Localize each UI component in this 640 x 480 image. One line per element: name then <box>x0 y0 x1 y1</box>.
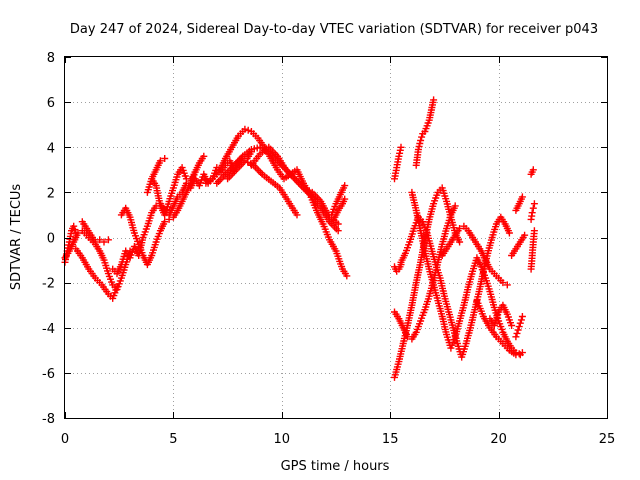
y-tick-label: 6 <box>47 96 55 111</box>
data-point <box>514 326 522 334</box>
data-point <box>71 226 79 234</box>
data-point <box>156 157 164 165</box>
y-tick-label: -6 <box>42 367 55 382</box>
series-arc3 <box>72 245 121 302</box>
data-point <box>530 227 538 235</box>
data-point <box>512 333 520 341</box>
data-point <box>418 133 426 141</box>
data-point <box>430 96 438 104</box>
chart-title: Day 247 of 2024, Sidereal Day-to-day VTE… <box>70 22 598 37</box>
data-point <box>529 166 537 174</box>
data-point <box>512 351 520 359</box>
series-arc16 <box>391 143 405 183</box>
y-tick-label: -8 <box>42 412 55 427</box>
data-point <box>341 195 349 203</box>
data-point <box>96 236 104 244</box>
data-point <box>503 281 511 289</box>
data-point <box>518 193 526 201</box>
data-point <box>241 125 249 133</box>
x-tick-label: 25 <box>599 432 616 447</box>
series-arc28 <box>527 227 538 273</box>
series-arc23 <box>473 297 526 359</box>
data-point <box>499 279 507 287</box>
x-tick-label: 0 <box>61 432 69 447</box>
data-point <box>100 238 108 246</box>
series-arc4 <box>78 218 112 246</box>
data-point <box>528 209 536 217</box>
data-point <box>165 215 173 223</box>
data-point <box>508 322 516 329</box>
data-point <box>113 283 121 291</box>
data-point <box>417 137 425 144</box>
data-point <box>530 200 538 208</box>
data-point <box>244 126 252 134</box>
data-point <box>518 313 526 320</box>
series-arc6 <box>117 168 199 269</box>
data-point <box>451 202 459 210</box>
data-point <box>518 349 526 357</box>
data-points <box>61 96 538 381</box>
x-tick-label: 5 <box>169 432 177 447</box>
axis-ticks: 0 5 10 15 20 25 -8 -6 -4 -2 0 2 4 6 8 <box>42 51 615 447</box>
data-point <box>397 143 405 151</box>
data-point <box>505 229 513 237</box>
data-point <box>517 316 525 324</box>
y-axis-label: SDTVAR / TECUs <box>9 184 24 291</box>
data-point <box>334 220 342 228</box>
data-point <box>515 323 523 331</box>
data-point <box>70 222 78 230</box>
y-tick-label: 0 <box>47 232 55 247</box>
grid <box>65 57 607 418</box>
series-arc14 <box>330 195 349 223</box>
data-point <box>456 238 464 246</box>
series-arc21 <box>408 188 524 359</box>
data-point <box>341 182 349 190</box>
series-arc8 <box>148 155 169 183</box>
x-tick-label: 20 <box>490 432 507 447</box>
data-point <box>343 272 351 280</box>
series-arc20 <box>412 96 438 169</box>
data-point <box>161 155 169 162</box>
data-point <box>293 211 301 219</box>
y-tick-label: 2 <box>47 186 55 201</box>
series-arc7 <box>143 152 208 219</box>
series-arc18 <box>391 202 459 343</box>
y-tick-label: 4 <box>47 141 55 156</box>
y-tick-label: 8 <box>47 51 55 66</box>
series-arc24 <box>486 301 516 329</box>
x-axis-label: GPS time / hours <box>281 459 390 474</box>
series-arc30 <box>527 166 537 178</box>
data-point <box>529 204 537 212</box>
series-arc27 <box>512 193 526 214</box>
series-arc22 <box>438 222 511 289</box>
data-point <box>513 329 521 337</box>
data-point <box>334 227 342 235</box>
y-tick-label: -4 <box>42 322 55 337</box>
series-arc29 <box>527 200 538 223</box>
data-point <box>74 229 82 237</box>
y-tick-label: -2 <box>42 277 55 292</box>
plot-frame <box>64 56 608 419</box>
series-arc9 <box>202 125 351 280</box>
data-point <box>521 231 529 239</box>
data-point <box>104 236 112 244</box>
x-tick-label: 10 <box>274 432 291 447</box>
data-point <box>516 319 524 327</box>
data-point <box>161 218 169 226</box>
data-point <box>515 350 523 358</box>
data-point <box>91 238 99 246</box>
series-arc11 <box>224 157 301 219</box>
data-point <box>456 225 464 232</box>
data-point <box>200 152 208 160</box>
series-arc26 <box>512 313 526 341</box>
series-arc25 <box>508 231 529 259</box>
x-tick-label: 15 <box>382 432 399 447</box>
